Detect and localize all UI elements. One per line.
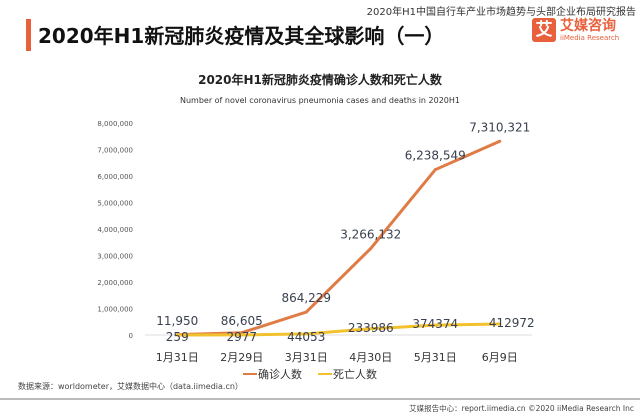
data-point xyxy=(498,139,502,143)
series-line-1 xyxy=(177,322,500,337)
data-point xyxy=(369,327,373,331)
x-tick-label: 5月31日 xyxy=(414,351,457,364)
title-accent-bar xyxy=(26,19,31,51)
data-point xyxy=(498,322,502,326)
y-tick-label: 2,000,000 xyxy=(97,279,133,287)
report-name: 2020年H1中国自行车产业市场趋势与头部企业布局研究报告 xyxy=(366,7,636,18)
x-tick-label: 2月29日 xyxy=(220,351,263,364)
y-tick-label: 5,000,000 xyxy=(97,200,133,208)
logo-en: iiMedia Research xyxy=(560,33,620,42)
y-tick-label: 3,000,000 xyxy=(97,253,133,261)
y-tick-label: 7,000,000 xyxy=(97,147,133,155)
data-point xyxy=(433,323,437,327)
data-label: 259 xyxy=(166,330,189,344)
x-tick-label: 1月31日 xyxy=(156,351,199,364)
x-tick-label: 6月9日 xyxy=(482,351,518,364)
y-tick-label: 1,000,000 xyxy=(97,306,133,314)
data-point xyxy=(369,246,373,250)
page-title: 2020年H1新冠肺炎疫情及其全球影响（一） xyxy=(38,24,445,48)
data-label: 2977 xyxy=(226,330,257,344)
data-point xyxy=(433,168,437,172)
y-tick-label: 4,000,000 xyxy=(97,226,133,234)
data-label: 374374 xyxy=(412,317,458,331)
data-label: 7,310,321 xyxy=(469,120,530,134)
x-tick-label: 3月31日 xyxy=(285,351,328,364)
data-point xyxy=(175,333,179,337)
logo-mark: 艾 xyxy=(532,18,556,42)
data-label: 864,229 xyxy=(281,291,331,305)
data-label: 44053 xyxy=(287,330,325,344)
chart-title: 2020年H1新冠肺炎疫情确诊人数和死亡人数 xyxy=(198,73,442,87)
x-tick-label: 4月30日 xyxy=(349,351,392,364)
data-point xyxy=(304,332,308,336)
y-tick-label: 0 xyxy=(129,332,133,340)
data-label: 233986 xyxy=(348,321,394,335)
logo: 艾 艾媒咨询 iiMedia Research xyxy=(532,18,619,42)
data-label: 11,950 xyxy=(156,314,198,328)
chart-subtitle: Number of novel coronavirus pneumonia ca… xyxy=(179,96,460,105)
footer-credit: 艾媒报告中心：report.iimedia.cn ©2020 iiMedia R… xyxy=(409,404,634,413)
data-point xyxy=(240,333,244,337)
series-line-0 xyxy=(177,139,501,337)
data-label: 6,238,549 xyxy=(405,149,466,163)
y-tick-label: 8,000,000 xyxy=(97,120,133,128)
data-label: 412972 xyxy=(489,316,535,330)
data-source: 数据来源：worldometer，艾媒数据中心（data.iimedia.cn） xyxy=(18,382,243,391)
data-point xyxy=(304,310,308,314)
y-tick-label: 6,000,000 xyxy=(97,173,133,181)
legend-label: 死亡人数 xyxy=(333,367,377,381)
footer-divider xyxy=(0,398,640,400)
data-label: 3,266,132 xyxy=(340,227,401,241)
data-label: 86,605 xyxy=(221,314,263,328)
logo-cn: 艾媒咨询 xyxy=(560,17,616,34)
legend-label: 确诊人数 xyxy=(258,367,302,381)
